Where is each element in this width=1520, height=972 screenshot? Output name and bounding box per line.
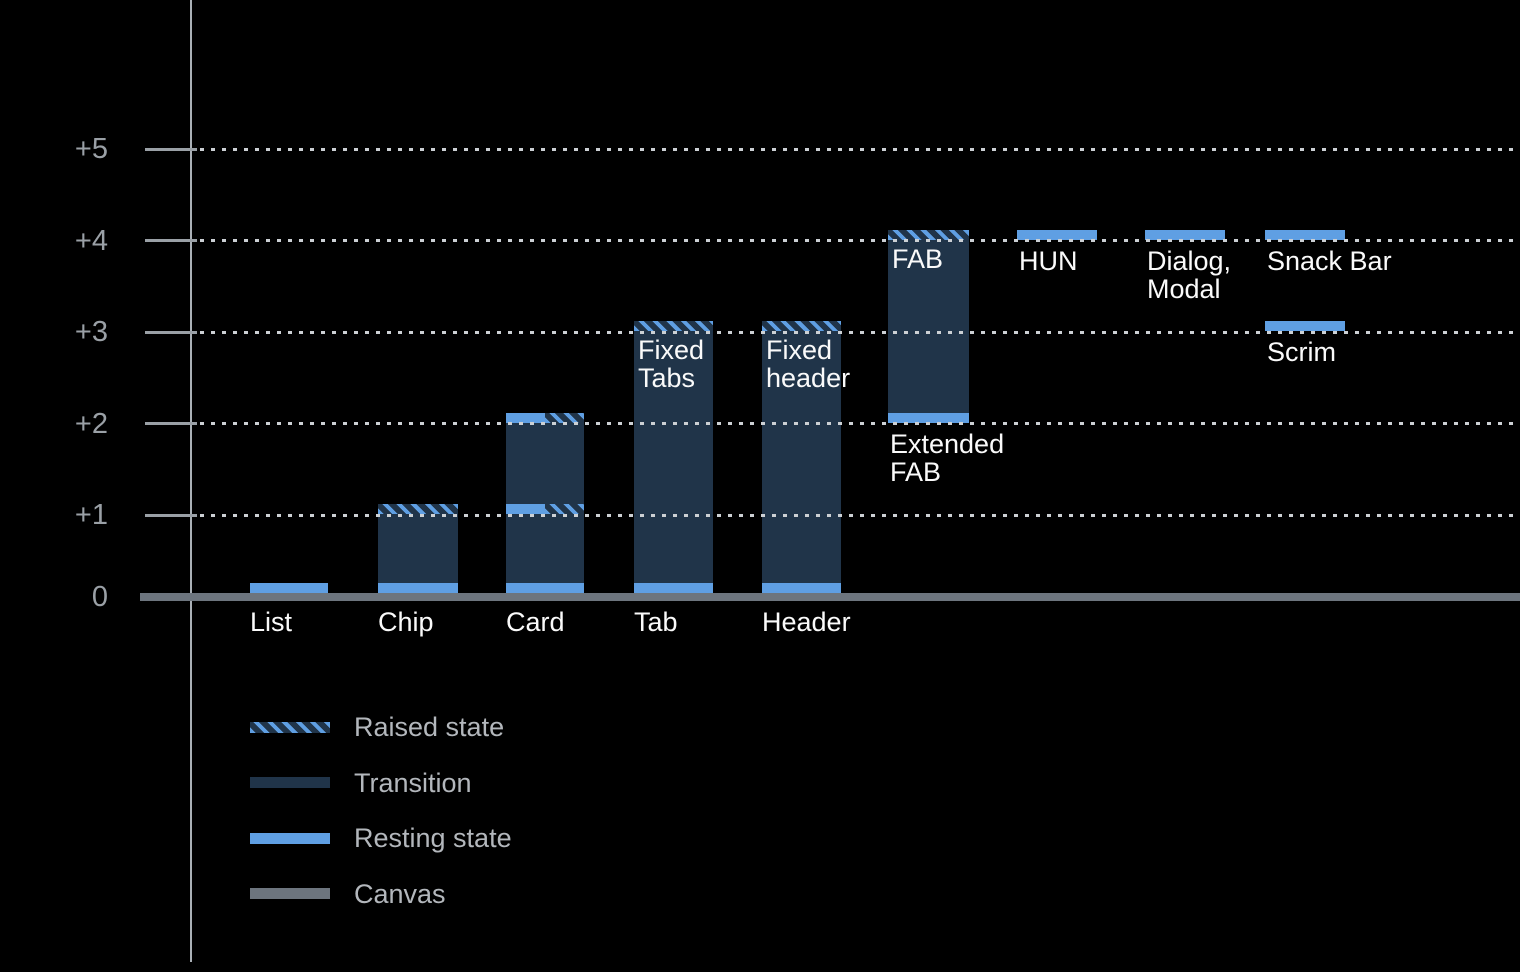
gridline-+4 bbox=[200, 239, 1520, 242]
y-tick-+5 bbox=[145, 147, 197, 151]
bar-resting-band-fab bbox=[888, 412, 969, 423]
bar-transition-fab bbox=[888, 239, 969, 413]
bar-resting-band-tab bbox=[634, 583, 713, 593]
bar-resting-band-scrim bbox=[1265, 321, 1345, 331]
gridline-+3 bbox=[200, 330, 1520, 334]
bar-transition-header bbox=[762, 331, 841, 583]
y-tick-+2 bbox=[145, 422, 197, 425]
y-tick-label-0: 0 bbox=[91, 581, 108, 613]
x-axis-label-tab: Tab bbox=[634, 607, 678, 637]
legend-label-transition: Transition bbox=[354, 767, 472, 798]
bar-resting-band-snack-bar bbox=[1265, 229, 1345, 240]
bar-raised-band-card bbox=[545, 504, 584, 514]
legend-label-raised: Raised state bbox=[354, 712, 505, 742]
bar-resting-band-hun bbox=[1017, 229, 1097, 240]
legend-swatch-raised bbox=[250, 721, 330, 733]
bar-inner-label-header: Fixed header bbox=[766, 335, 851, 393]
bar-resting-band-list bbox=[250, 583, 328, 593]
x-axis-label-card: Card bbox=[506, 607, 565, 637]
bar-transition-chip bbox=[378, 514, 458, 583]
bar-resting-band-header bbox=[762, 583, 841, 593]
y-axis-line bbox=[190, 0, 192, 962]
bar-transition-card bbox=[506, 422, 584, 504]
y-tick-label-+3: +3 bbox=[74, 316, 108, 348]
y-tick-+4 bbox=[145, 239, 197, 242]
bar-resting-band-card bbox=[506, 583, 584, 593]
x-axis-label-chip: Chip bbox=[378, 607, 434, 637]
canvas-baseline-bar bbox=[140, 593, 1520, 601]
x-axis-label-list: List bbox=[250, 607, 293, 637]
gridline-+5 bbox=[200, 147, 1520, 151]
y-tick-label-+4: +4 bbox=[74, 224, 108, 257]
gridline-+1 bbox=[200, 513, 1520, 517]
legend-item-canvas: Canvas bbox=[250, 879, 446, 909]
bar-raised-band-fab bbox=[888, 229, 969, 240]
x-axis-label-header: Header bbox=[762, 607, 851, 637]
y-tick-+1 bbox=[145, 513, 197, 517]
bar-resting-band-card bbox=[506, 504, 545, 514]
bar-raised-band-header bbox=[762, 321, 841, 331]
legend-swatch-resting bbox=[250, 832, 330, 844]
y-tick-label-+5: +5 bbox=[74, 133, 108, 165]
y-tick-label-+1: +1 bbox=[74, 499, 108, 531]
legend-item-transition: Transition bbox=[250, 768, 472, 798]
bar-resting-band-dialog-modal bbox=[1145, 229, 1225, 240]
bar-below-label-scrim: Scrim bbox=[1267, 337, 1336, 367]
bar-below-label-dialog-modal: Dialog, Modal bbox=[1147, 245, 1232, 304]
bar-below-label-snack-bar: Snack Bar bbox=[1267, 245, 1392, 276]
legend-item-raised: Raised state bbox=[250, 712, 504, 742]
bar-inner-label-fab: FAB bbox=[892, 243, 944, 274]
legend-label-resting: Resting state bbox=[354, 823, 512, 854]
bar-resting-band-chip bbox=[378, 583, 458, 593]
bar-transition-tab bbox=[634, 331, 713, 583]
gridline-+2 bbox=[200, 422, 1520, 425]
bar-resting-band-card bbox=[506, 412, 545, 423]
legend-label-canvas: Canvas bbox=[354, 878, 446, 909]
bar-below-label-fab: Extended FAB bbox=[890, 428, 1005, 487]
bar-inner-label-tab: Fixed Tabs bbox=[638, 335, 705, 393]
bar-raised-band-chip bbox=[378, 504, 458, 514]
bar-raised-band-card bbox=[545, 412, 584, 423]
legend-swatch-transition bbox=[250, 777, 330, 789]
legend-item-resting: Resting state bbox=[250, 823, 512, 853]
bar-raised-band-tab bbox=[634, 321, 713, 331]
legend-swatch-canvas bbox=[250, 888, 330, 900]
bar-below-label-hun: HUN bbox=[1019, 245, 1078, 276]
y-tick-label-+2: +2 bbox=[74, 407, 108, 440]
y-tick-+3 bbox=[145, 330, 197, 334]
bar-transition-card bbox=[506, 514, 584, 583]
